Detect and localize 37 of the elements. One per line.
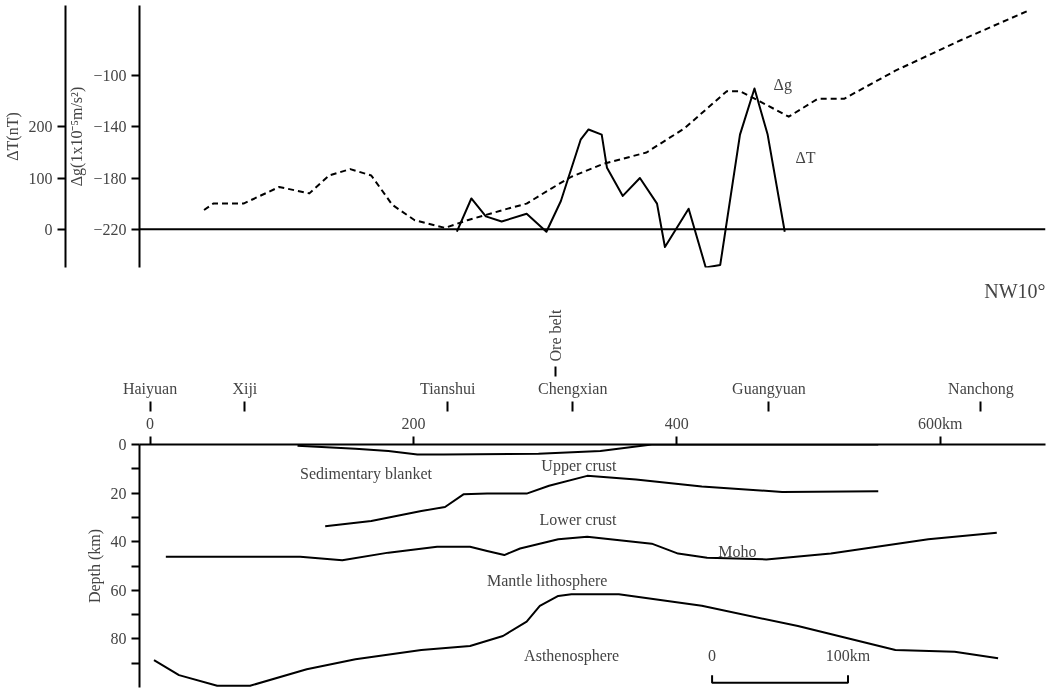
ref-line-label: Ore belt: [547, 308, 565, 362]
annotation: ΔT: [795, 148, 816, 166]
text: NW10°: [984, 279, 1046, 302]
ref-line-label: Chengxian: [538, 379, 608, 398]
annotation: Δg: [773, 75, 792, 94]
annotation: Lower crust: [539, 511, 617, 529]
y-tick-label: −140: [93, 118, 127, 136]
ref-line-label: Xiji: [232, 379, 258, 398]
annotation: Mantle lithosphere: [486, 572, 608, 591]
y-tick-label: −220: [93, 220, 127, 238]
annotation: Moho: [718, 542, 757, 560]
x-tick-label: 200: [401, 414, 426, 432]
annotation: 0: [708, 647, 717, 665]
annotation: Sedimentary blanket: [300, 465, 433, 484]
y-axis-title: Δg(1x10⁻⁵m/s²): [68, 86, 87, 187]
y-tick-label: 80: [110, 630, 127, 648]
y-tick-label: −100: [93, 67, 127, 85]
ref-line-label: Tianshui: [419, 379, 476, 397]
ref-line-label: Guangyuan: [732, 379, 806, 398]
x-tick-label: 0: [146, 414, 155, 432]
y2-tick-label: 100: [28, 169, 53, 187]
annotation: 100km: [825, 647, 871, 665]
ref-line-label: Haiyuan: [122, 379, 178, 398]
x-tick-label: 600km: [917, 414, 963, 432]
annotation: Asthenosphere: [524, 647, 620, 666]
y2-tick-label: 0: [44, 220, 53, 238]
ref-line-label: Nanchong: [948, 379, 1014, 398]
y-tick-label: 60: [110, 581, 127, 599]
y2-axis-title: ΔT(nT): [3, 112, 22, 161]
y-tick-label: 20: [110, 484, 127, 502]
y-tick-label: 0: [118, 436, 127, 453]
y-tick-label: 40: [110, 533, 127, 551]
annotation: Upper crust: [541, 456, 618, 475]
y-axis-title: Depth (km): [85, 528, 104, 604]
y2-tick-label: 200: [28, 118, 53, 136]
x-tick-label: 400: [664, 414, 689, 432]
y-tick-label: −180: [93, 169, 127, 187]
